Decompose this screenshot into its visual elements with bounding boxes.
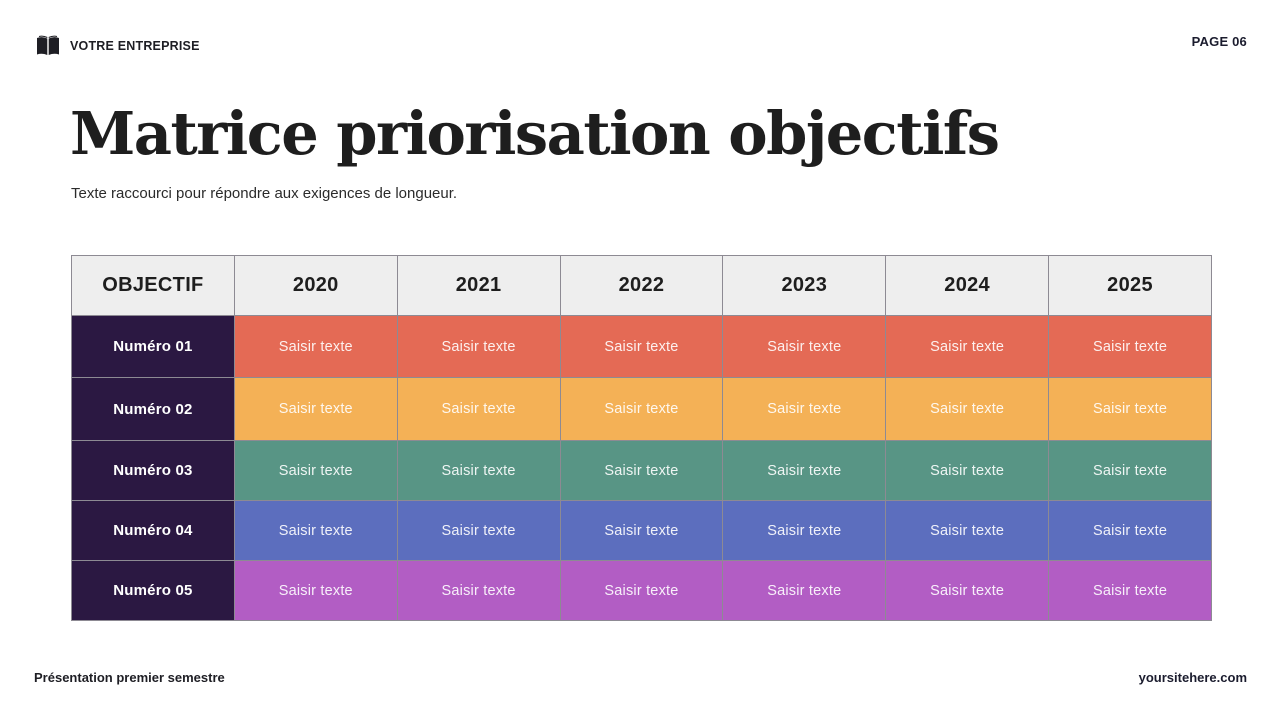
column-header-2024: 2024 — [885, 255, 1050, 316]
matrix-cell[interactable]: Saisir texte — [559, 377, 724, 441]
column-header-2023: 2023 — [722, 255, 887, 316]
table-row: Numéro 03 Saisir texte Saisir texte Saisir … — [71, 440, 1212, 501]
matrix-cell[interactable]: Saisir texte — [559, 440, 724, 501]
footer-website-link[interactable]: yoursitehere.com — [1138, 670, 1247, 685]
column-header-objectif: OBJECTIF — [71, 255, 235, 316]
objective-label-cell: Numéro 04 — [71, 500, 235, 561]
matrix-cell[interactable]: Saisir texte — [722, 315, 887, 378]
objective-label-cell: Numéro 01 — [71, 315, 235, 378]
page-title: Matrice priorisation objectifs — [70, 99, 1000, 168]
matrix-cell[interactable]: Saisir texte — [559, 560, 724, 621]
matrix-cell[interactable]: Saisir texte — [559, 315, 724, 378]
matrix-cell[interactable]: Saisir texte — [396, 560, 561, 621]
matrix-cell[interactable]: Saisir texte — [1048, 500, 1212, 561]
column-header-2022: 2022 — [559, 255, 724, 316]
matrix-cell[interactable]: Saisir texte — [885, 440, 1050, 501]
objective-label-cell: Numéro 02 — [71, 377, 235, 441]
matrix-cell[interactable]: Saisir texte — [722, 440, 887, 501]
matrix-cell[interactable]: Saisir texte — [885, 377, 1050, 441]
table-row: Numéro 04 Saisir texte Saisir texte Saisir … — [71, 500, 1212, 561]
matrix-cell[interactable]: Saisir texte — [722, 377, 887, 441]
matrix-cell[interactable]: Saisir texte — [1048, 377, 1212, 441]
column-header-2020: 2020 — [233, 255, 398, 316]
matrix-cell[interactable]: Saisir texte — [233, 560, 398, 621]
matrix-cell[interactable]: Saisir texte — [1048, 560, 1212, 621]
matrix-cell[interactable]: Saisir texte — [1048, 315, 1212, 378]
page-number: PAGE 06 — [1191, 34, 1247, 49]
brand-label: VOTRE ENTREPRISE — [70, 38, 200, 53]
matrix-cell[interactable]: Saisir texte — [233, 377, 398, 441]
matrix-cell[interactable]: Saisir texte — [885, 315, 1050, 378]
matrix-cell[interactable]: Saisir texte — [396, 315, 561, 378]
matrix-cell[interactable]: Saisir texte — [885, 500, 1050, 561]
priority-matrix-table: OBJECTIF 2020 2021 2022 2023 2024 2025 N… — [71, 255, 1212, 621]
table-header-row: OBJECTIF 2020 2021 2022 2023 2024 2025 — [71, 255, 1212, 316]
open-book-icon — [37, 35, 59, 55]
table-row: Numéro 05 Saisir texte Saisir texte Saisir … — [71, 560, 1212, 621]
matrix-cell[interactable]: Saisir texte — [233, 440, 398, 501]
matrix-cell[interactable]: Saisir texte — [1048, 440, 1212, 501]
column-header-2025: 2025 — [1048, 255, 1212, 316]
matrix-cell[interactable]: Saisir texte — [722, 560, 887, 621]
footer-presentation-label: Présentation premier semestre — [34, 670, 225, 685]
matrix-cell[interactable]: Saisir texte — [722, 500, 887, 561]
column-header-2021: 2021 — [396, 255, 561, 316]
table-row: Numéro 01 Saisir texte Saisir texte Saisir … — [71, 315, 1212, 378]
matrix-cell[interactable]: Saisir texte — [233, 315, 398, 378]
objective-label-cell: Numéro 03 — [71, 440, 235, 501]
matrix-cell[interactable]: Saisir texte — [233, 500, 398, 561]
matrix-cell[interactable]: Saisir texte — [396, 440, 561, 501]
brand: VOTRE ENTREPRISE — [36, 35, 200, 56]
matrix-cell[interactable]: Saisir texte — [396, 377, 561, 441]
matrix-cell[interactable]: Saisir texte — [559, 500, 724, 561]
matrix-cell[interactable]: Saisir texte — [396, 500, 561, 561]
page-subtitle: Texte raccourci pour répondre aux exigen… — [71, 185, 458, 202]
objective-label-cell: Numéro 05 — [71, 560, 235, 621]
table-row: Numéro 02 Saisir texte Saisir texte Saisir … — [71, 377, 1212, 441]
matrix-cell[interactable]: Saisir texte — [885, 560, 1050, 621]
